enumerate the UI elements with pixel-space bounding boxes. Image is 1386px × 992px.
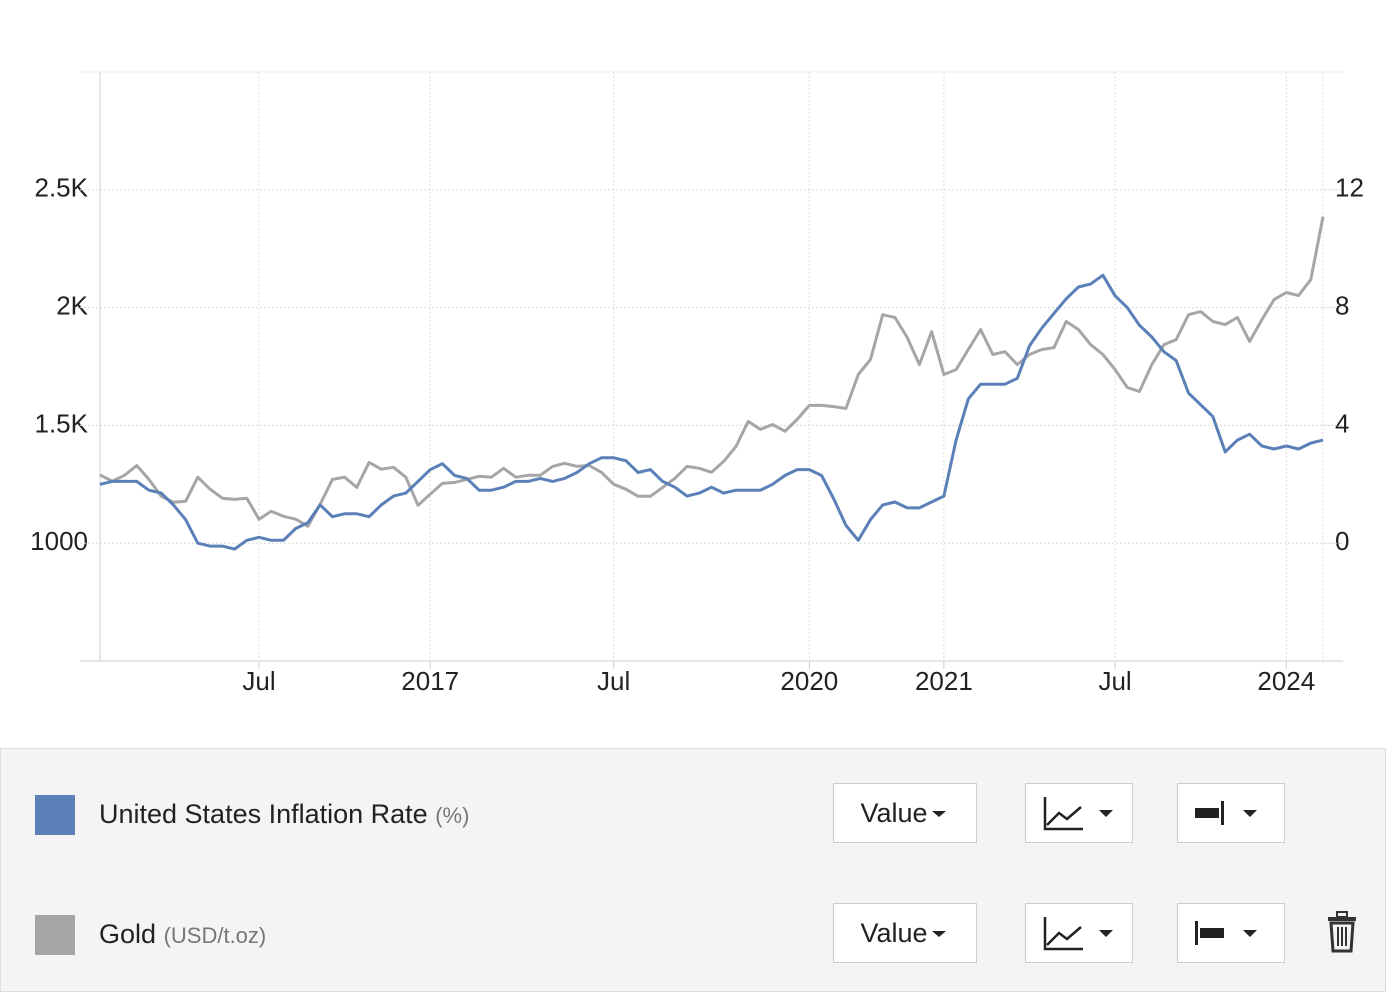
axis-button[interactable] bbox=[1177, 783, 1285, 843]
x-tick-label: 2021 bbox=[915, 666, 973, 696]
y2-tick-label: 4 bbox=[1335, 408, 1349, 438]
legend-panel: United States Inflation Rate (%) Value G… bbox=[0, 748, 1386, 992]
x-tick-label: Jul bbox=[1098, 666, 1131, 696]
y-tick-label: 2.5K bbox=[35, 173, 89, 203]
x-tick-label: 2017 bbox=[401, 666, 459, 696]
chart-type-icon bbox=[1043, 797, 1113, 831]
mode-label: Value bbox=[860, 917, 928, 948]
series-name: Gold bbox=[99, 919, 157, 949]
caret bbox=[931, 811, 946, 817]
y-tick-label: 2K bbox=[56, 290, 88, 320]
mode-button[interactable]: Value bbox=[833, 783, 977, 843]
y2-tick-label: 0 bbox=[1335, 526, 1349, 556]
y-tick-label: 1.5K bbox=[35, 408, 89, 438]
axis-icon bbox=[1195, 801, 1257, 825]
series-unit: (%) bbox=[435, 803, 470, 828]
x-tick-label: 2020 bbox=[780, 666, 838, 696]
mode-label: Value bbox=[860, 797, 928, 828]
legend-label: Gold (USD/t.oz) bbox=[99, 919, 266, 950]
x-tick-label: 2024 bbox=[1257, 666, 1315, 696]
caret bbox=[931, 931, 946, 937]
x-tick-label: Jul bbox=[242, 666, 275, 696]
y2-tick-label: 8 bbox=[1335, 290, 1349, 320]
legend-row: Gold (USD/t.oz) Value bbox=[1, 903, 1385, 967]
mode-button[interactable]: Value bbox=[833, 903, 977, 963]
delete-button[interactable] bbox=[1325, 911, 1359, 953]
legend-row: United States Inflation Rate (%) Value bbox=[1, 783, 1385, 847]
legend-swatch bbox=[35, 795, 75, 835]
chart-type-button[interactable] bbox=[1025, 783, 1133, 843]
legend-label: United States Inflation Rate (%) bbox=[99, 799, 469, 830]
y-tick-label: 1000 bbox=[30, 526, 88, 556]
y2-tick-label: 12 bbox=[1335, 173, 1364, 203]
series-line bbox=[99, 216, 1325, 528]
series-name: United States Inflation Rate bbox=[99, 799, 428, 829]
chart-type-button[interactable] bbox=[1025, 903, 1133, 963]
series-line bbox=[99, 273, 1324, 551]
chart: 1000 1.5K 2K 2.5K 0 4 8 12 Jul 2017 Jul 2020 2021 Jul… bbox=[30, 71, 1364, 696]
chart-type-icon bbox=[1043, 917, 1113, 951]
axis-icon bbox=[1195, 921, 1257, 945]
series-unit: (USD/t.oz) bbox=[163, 923, 267, 948]
legend-swatch bbox=[35, 915, 75, 955]
x-tick-label: Jul bbox=[597, 666, 630, 696]
axis-button[interactable] bbox=[1177, 903, 1285, 963]
